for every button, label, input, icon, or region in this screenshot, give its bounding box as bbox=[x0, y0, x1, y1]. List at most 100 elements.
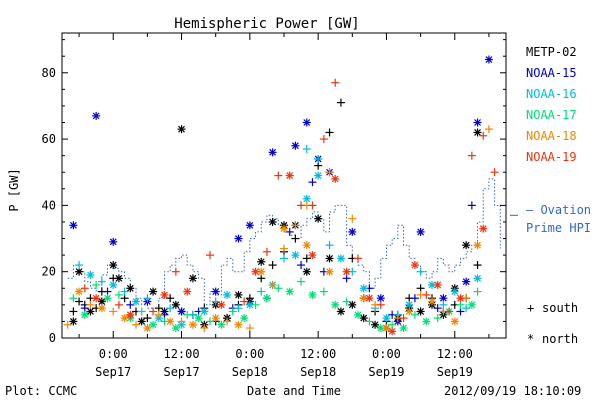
data-point-north bbox=[183, 287, 192, 296]
data-point-south bbox=[297, 277, 306, 286]
data-point-south bbox=[149, 307, 158, 316]
data-point-north bbox=[325, 267, 334, 276]
legend-entry: NOAA-17 bbox=[526, 108, 577, 122]
data-point-north bbox=[194, 314, 203, 323]
x-tick-label-time: 12:00 bbox=[300, 347, 336, 361]
legend-entry: NOAA-16 bbox=[526, 87, 577, 101]
data-point-north bbox=[137, 317, 146, 326]
data-point-north bbox=[314, 214, 323, 223]
x-axis-label: Date and Time bbox=[247, 384, 341, 398]
data-point-north bbox=[171, 300, 180, 309]
data-point-south bbox=[297, 201, 306, 210]
data-point-south bbox=[314, 154, 323, 163]
legend-south-label: south bbox=[542, 301, 578, 315]
data-point-south bbox=[302, 145, 311, 154]
data-point-north bbox=[359, 284, 368, 293]
data-point-south bbox=[228, 307, 237, 316]
data-point-south bbox=[319, 135, 328, 144]
data-point-north bbox=[171, 324, 180, 333]
x-tick-label-time: 12:00 bbox=[437, 347, 473, 361]
data-point-north bbox=[114, 274, 123, 283]
data-point-south bbox=[114, 290, 123, 299]
data-point-north bbox=[422, 317, 431, 326]
legend-entry: NOAA-18 bbox=[526, 129, 577, 143]
data-point-south bbox=[206, 251, 214, 260]
data-point-south bbox=[75, 297, 84, 306]
data-point-north bbox=[240, 314, 249, 323]
data-point-north bbox=[450, 317, 459, 326]
data-point-south bbox=[336, 98, 345, 107]
data-point-south bbox=[69, 294, 78, 303]
legend-entry: NOAA-15 bbox=[526, 66, 577, 80]
data-point-north bbox=[405, 300, 414, 309]
data-point-south bbox=[166, 294, 175, 303]
data-point-south bbox=[143, 294, 152, 303]
data-point-north bbox=[177, 125, 186, 134]
data-point-north bbox=[234, 290, 243, 299]
data-point-north bbox=[160, 290, 169, 299]
data-point-north bbox=[149, 287, 158, 296]
data-point-north bbox=[291, 251, 300, 260]
data-point-south bbox=[473, 261, 482, 270]
data-point-north bbox=[479, 224, 488, 233]
plot-frame bbox=[61, 32, 507, 339]
data-point-south bbox=[342, 297, 351, 306]
data-point-north bbox=[331, 174, 340, 183]
data-point-north bbox=[126, 284, 135, 293]
data-point-south bbox=[297, 261, 306, 270]
data-point-north bbox=[410, 261, 419, 270]
data-point-south bbox=[171, 267, 180, 276]
data-point-north bbox=[211, 314, 220, 323]
data-point-south bbox=[234, 304, 243, 313]
y-axis: 0 20 40 60 80 bbox=[42, 39, 506, 345]
data-point-south bbox=[268, 280, 277, 289]
data-point-south bbox=[467, 201, 476, 210]
data-point-south bbox=[433, 314, 442, 323]
data-point-north bbox=[126, 310, 135, 319]
legend-entry: METP-02 bbox=[526, 45, 577, 59]
data-point-north bbox=[69, 221, 78, 230]
data-point-south bbox=[114, 300, 123, 309]
data-point-north bbox=[314, 171, 323, 180]
data-point-north bbox=[473, 118, 482, 127]
y-tick-label: 40 bbox=[42, 198, 56, 212]
x-tick-label-date: Sep19 bbox=[368, 365, 404, 379]
x-tick-label-date: Sep19 bbox=[437, 365, 473, 379]
data-point-south bbox=[206, 317, 214, 326]
data-point-south bbox=[467, 151, 476, 160]
data-point-south bbox=[177, 317, 186, 326]
data-point-south bbox=[262, 247, 271, 256]
data-point-north bbox=[103, 294, 112, 303]
data-point-south bbox=[97, 277, 106, 286]
data-point-north bbox=[359, 314, 368, 323]
data-point-south bbox=[365, 317, 374, 326]
data-point-south bbox=[291, 221, 300, 230]
data-point-south bbox=[143, 314, 152, 323]
data-point-north bbox=[211, 287, 220, 296]
legend-south-symbol: + bbox=[527, 301, 534, 315]
legend-north-symbol: * bbox=[527, 332, 534, 346]
data-point-south bbox=[86, 300, 95, 309]
data-point-north bbox=[280, 224, 288, 233]
data-point-north bbox=[348, 227, 357, 236]
data-point-north bbox=[109, 261, 118, 270]
data-point-north bbox=[285, 171, 294, 180]
data-point-north bbox=[484, 55, 493, 64]
data-point-south bbox=[200, 324, 209, 333]
data-point-south bbox=[280, 244, 288, 253]
data-point-south bbox=[399, 314, 408, 323]
data-point-north bbox=[302, 118, 311, 127]
data-point-south bbox=[325, 128, 334, 137]
data-point-north bbox=[177, 307, 186, 316]
x-axis: 0:00 Sep17 12:00 Sep17 0:00 Sep18 12:00 Sep18 0:… bbox=[78, 33, 490, 379]
data-point-south bbox=[410, 310, 419, 319]
data-point-south bbox=[154, 310, 163, 319]
data-point-north bbox=[416, 227, 425, 236]
data-point-north bbox=[473, 274, 482, 283]
data-point-north bbox=[268, 217, 277, 226]
data-point-south bbox=[348, 214, 357, 223]
data-point-north bbox=[234, 320, 243, 329]
data-point-north bbox=[348, 300, 357, 309]
data-point-south bbox=[109, 307, 118, 316]
data-point-south bbox=[63, 320, 72, 329]
